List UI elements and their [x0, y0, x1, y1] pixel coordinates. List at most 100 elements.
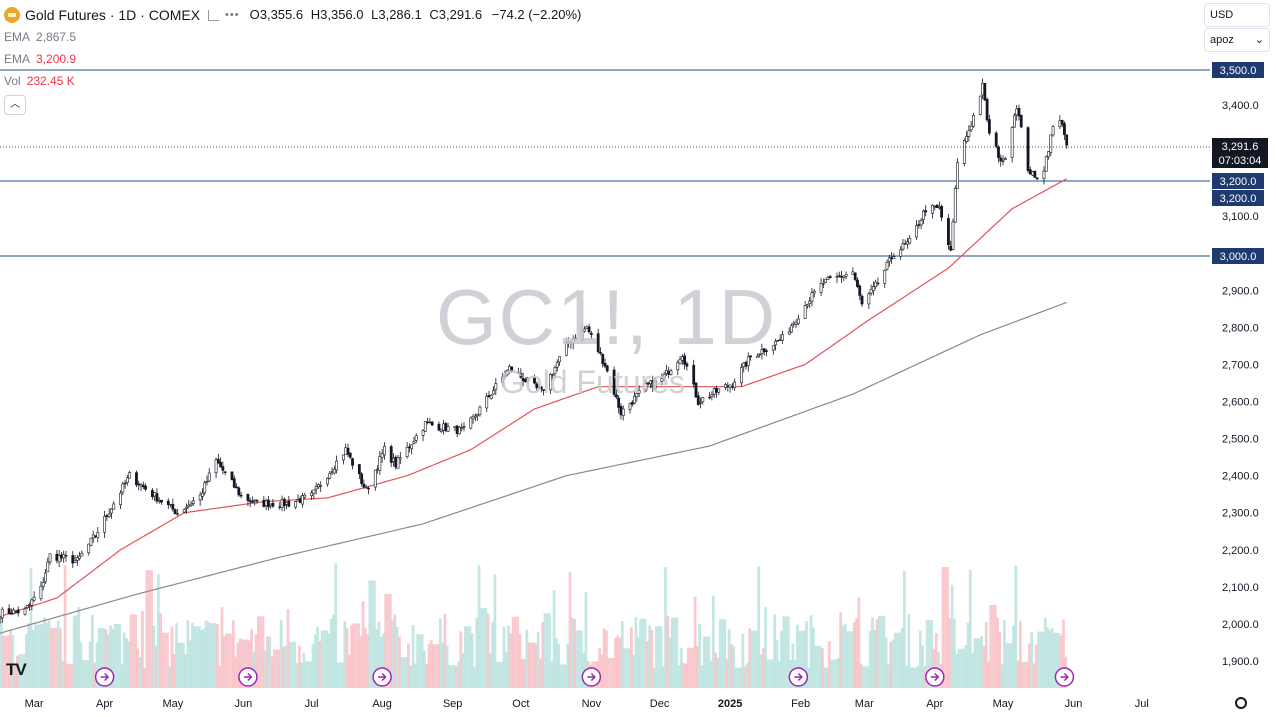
high-value: 3,356.0: [320, 7, 364, 22]
volume-bar: [677, 664, 681, 688]
candle-body: [389, 446, 393, 463]
volume-bar: [698, 623, 702, 688]
candle-body: [112, 503, 116, 510]
candle-body: [710, 394, 714, 397]
candle-body: [46, 561, 50, 573]
candle-body: [806, 304, 809, 307]
volume-bar: [398, 636, 401, 688]
volume-bar: [29, 568, 33, 688]
chevron-up-icon[interactable]: ︿: [4, 95, 26, 115]
volume-bar: [45, 622, 49, 688]
volume-bar: [220, 607, 224, 688]
volume-bar: [297, 645, 301, 688]
indicator-value: 232.45 K: [26, 74, 75, 88]
candle-body: [335, 460, 339, 471]
candle-body: [856, 279, 859, 287]
volume-bar: [427, 644, 431, 688]
candle-body: [924, 210, 928, 213]
open-value: 3,355.6: [259, 7, 304, 22]
volume-bar: [884, 637, 888, 688]
candle-body: [446, 426, 450, 432]
volume-bar: [272, 649, 281, 688]
volume-bar: [1053, 632, 1061, 688]
volume-bar: [900, 628, 904, 688]
more-dots-icon[interactable]: •••: [225, 9, 240, 21]
candle-body: [717, 388, 721, 393]
candle-body: [301, 495, 304, 505]
candle-body: [999, 157, 1003, 162]
candle-body: [75, 557, 79, 561]
candle-body: [314, 486, 318, 490]
candle-body: [972, 115, 975, 127]
volume-bar: [448, 665, 456, 688]
price-tick-label: 2,700.0: [1222, 359, 1259, 371]
volume-bar: [634, 617, 638, 688]
volume-bar: [270, 656, 274, 688]
candle-body: [1019, 114, 1023, 128]
volume-bar: [504, 652, 508, 688]
volume-bar: [204, 620, 208, 688]
volume-bar: [916, 665, 920, 688]
volume-bar: [1048, 630, 1052, 688]
volume-bar: [893, 632, 902, 688]
candle-body: [549, 374, 552, 391]
tradingview-logo[interactable]: TV: [6, 660, 27, 679]
volume-bar: [557, 644, 561, 688]
candle-body: [810, 292, 814, 302]
candle-body: [951, 221, 955, 250]
candle-body: [373, 469, 377, 488]
candle-body: [91, 534, 95, 539]
volume-bar: [855, 618, 858, 688]
volume-bar: [491, 622, 495, 688]
indicator-row-ema-long[interactable]: EMA 2,867.5: [4, 26, 581, 48]
candle-body: [376, 468, 379, 471]
volume-bar: [327, 633, 331, 688]
volume-bar: [821, 648, 824, 688]
candle-body: [80, 552, 84, 557]
candle-body: [437, 423, 441, 431]
volume-bar: [288, 641, 297, 688]
candle-body: [57, 555, 61, 563]
volume-bar: [423, 650, 426, 688]
candle-body: [781, 334, 784, 341]
volume-bar: [887, 664, 890, 688]
volume-bar: [875, 619, 879, 688]
volume-bar: [741, 633, 745, 688]
volume-bar: [573, 619, 576, 688]
volume-bar: [409, 665, 413, 688]
volume-bar: [159, 613, 162, 688]
candle-body: [535, 383, 539, 389]
candle-body: [342, 454, 345, 461]
volume-bar: [454, 666, 458, 688]
candle-body: [328, 473, 332, 479]
candle-body: [280, 499, 284, 508]
candle-body: [1058, 120, 1062, 127]
candle-body: [694, 382, 698, 398]
volume-bar: [709, 660, 713, 688]
volume-bar: [973, 638, 981, 688]
candle-body: [765, 350, 768, 352]
candle-body: [1001, 160, 1005, 162]
volume-bar: [172, 654, 176, 688]
candle-body: [310, 492, 313, 497]
symbol-title[interactable]: Gold Futures · 1D · COMEX: [25, 7, 201, 23]
candle-body: [346, 447, 350, 455]
volume-bar: [413, 663, 417, 688]
ema-label-bg: [1212, 190, 1264, 206]
candle-body: [94, 535, 97, 537]
gear-icon[interactable]: [1235, 697, 1247, 709]
candle-body: [790, 325, 793, 333]
volume-bar: [359, 636, 363, 688]
candle-body: [278, 506, 282, 508]
candle-body: [542, 389, 545, 391]
indicator-row-ema-short[interactable]: EMA 3,200.9: [4, 48, 581, 70]
volume-bar: [541, 621, 545, 688]
currency-select[interactable]: USD: [1204, 3, 1270, 27]
indicator-row-volume[interactable]: Vol 232.45 K: [4, 70, 581, 92]
volume-bar: [952, 618, 956, 688]
candle-body: [1035, 177, 1039, 180]
unit-select[interactable]: apoz ⌄: [1204, 28, 1270, 52]
flag-icon[interactable]: [208, 9, 220, 21]
volume-bar: [15, 655, 19, 688]
